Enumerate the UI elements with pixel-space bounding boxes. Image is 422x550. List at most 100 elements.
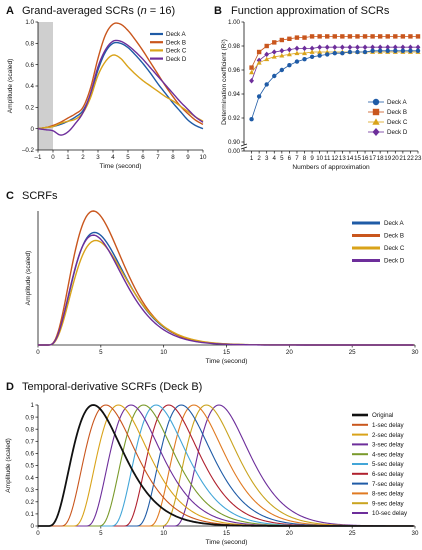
legend-marker <box>372 128 380 136</box>
legend-label: Deck A <box>384 220 404 227</box>
data-point-deck-b <box>279 37 285 43</box>
data-point-deck-a <box>370 48 375 53</box>
x-tick-label: 12 <box>331 155 338 162</box>
x-axis-label: Time (second) <box>206 358 248 365</box>
x-tick-label: 23 <box>415 155 422 162</box>
data-point-deck-a <box>408 48 413 53</box>
x-tick-label: 7 <box>156 154 160 161</box>
x-tick-label: 0 <box>36 349 40 356</box>
data-point-deck-b <box>249 65 254 70</box>
x-tick-label: 25 <box>349 530 356 537</box>
data-point-deck-a <box>347 49 353 55</box>
data-point-deck-d <box>347 44 353 50</box>
data-point-deck-d <box>392 44 398 50</box>
data-point-deck-b <box>393 34 398 39</box>
data-point-deck-a <box>393 48 398 53</box>
x-tick-label: 17 <box>369 155 376 162</box>
y-tick-label: 0.2 <box>25 105 34 112</box>
x-tick-label: 19 <box>384 155 391 162</box>
data-point-deck-b <box>347 34 353 39</box>
legend-label: 10-sec delay <box>372 510 408 517</box>
y-tick-label: 0.92 <box>228 115 241 122</box>
legend-label: Deck D <box>387 129 408 136</box>
data-point-deck-d <box>286 46 292 53</box>
x-tick-label: 30 <box>412 530 419 537</box>
data-point-deck-d <box>370 44 376 50</box>
data-point-deck-d <box>408 44 413 50</box>
data-point-deck-a <box>385 48 390 53</box>
x-tick-label: 0 <box>51 154 55 161</box>
data-point-deck-b <box>287 36 292 41</box>
panel-letter-c: C <box>6 190 14 202</box>
legend-label: 4-sec delay <box>372 451 405 458</box>
x-tick-label: 9 <box>186 154 190 161</box>
y-tick-label: 0 <box>31 126 35 133</box>
data-point-deck-c <box>279 53 285 58</box>
x-tick-label: 10 <box>160 349 167 356</box>
data-point-deck-b <box>408 34 413 39</box>
data-point-deck-d <box>400 44 406 50</box>
legend-label: Deck C <box>166 48 187 55</box>
legend-label: Deck B <box>166 39 186 46</box>
data-point-deck-b <box>272 40 277 45</box>
data-point-deck-b <box>294 35 300 40</box>
legend-marker <box>372 98 380 106</box>
legend-label: 9-sec delay <box>372 500 405 507</box>
legend-label: Deck B <box>384 233 404 240</box>
legend-label: Deck A <box>166 31 186 38</box>
y-tick-label: 0.8 <box>25 426 34 433</box>
data-point-deck-a <box>279 67 285 73</box>
panel-letter-d: D <box>6 381 14 393</box>
data-point-deck-b <box>256 49 262 55</box>
legend-label: 3-sec delay <box>372 442 405 449</box>
x-tick-label: 20 <box>286 349 293 356</box>
data-point-deck-a <box>272 73 277 79</box>
legend-label: Deck D <box>166 56 187 63</box>
x-tick-label: 20 <box>392 155 399 162</box>
y-tick-label: 0 <box>31 523 35 530</box>
panel-a-plot: –1 0 1 2 3 4 5 6 7 8 9 10 –0.2 0 0.2 0.4 0.6 0.8 1.0 Time (… <box>7 19 207 170</box>
data-point-deck-b <box>377 34 383 39</box>
series-line-deck-c <box>37 54 204 130</box>
panel-a-title: Grand-averaged SCRs (n = 16) <box>22 5 175 17</box>
data-point-deck-b <box>362 34 368 39</box>
y-tick-label: 0.94 <box>228 91 241 98</box>
data-point-deck-c <box>294 50 300 56</box>
data-point-deck-d <box>294 45 300 52</box>
y-tick-label: 0.4 <box>25 83 34 90</box>
panel-letter-a: A <box>6 5 14 17</box>
legend-label: Deck C <box>387 119 408 126</box>
x-tick-label: 5 <box>126 154 130 161</box>
y-axis-label: Amplitude (scaled) <box>5 438 12 493</box>
y-tick-label: 0.1 <box>25 511 34 518</box>
data-point-deck-a <box>325 52 330 57</box>
x-tick-label: 8 <box>171 154 175 161</box>
series-line-deck-b <box>37 22 204 130</box>
data-point-deck-b <box>264 43 269 49</box>
legend-label: 8-sec delay <box>372 491 405 498</box>
data-point-deck-d <box>332 44 338 50</box>
x-tick-label: –1 <box>35 154 42 161</box>
x-tick-label: 5 <box>280 155 284 162</box>
data-point-deck-c <box>264 56 270 62</box>
x-tick-label: 5 <box>99 530 103 537</box>
data-point-deck-a <box>340 51 345 56</box>
series-line-2-sec-delay <box>38 404 414 527</box>
x-tick-label: 10 <box>200 154 207 161</box>
x-tick-label: 6 <box>141 154 145 161</box>
data-point-deck-a <box>256 94 262 99</box>
y-tick-label: 0.8 <box>25 41 34 48</box>
y-tick-label: –0.2 <box>22 147 35 154</box>
data-point-deck-b <box>340 34 345 39</box>
legend-label: Deck A <box>387 99 407 106</box>
series-line-deck-d <box>37 39 204 136</box>
x-tick-label: 16 <box>362 155 369 162</box>
legend-label: 7-sec delay <box>372 481 405 488</box>
panel-b-title: Function approximation of SCRs <box>231 5 390 17</box>
data-point-deck-c <box>317 49 323 54</box>
x-tick-label: 10 <box>160 530 167 537</box>
data-point-deck-a <box>249 117 254 122</box>
data-point-deck-c <box>301 50 308 56</box>
x-tick-label: 15 <box>223 349 230 356</box>
